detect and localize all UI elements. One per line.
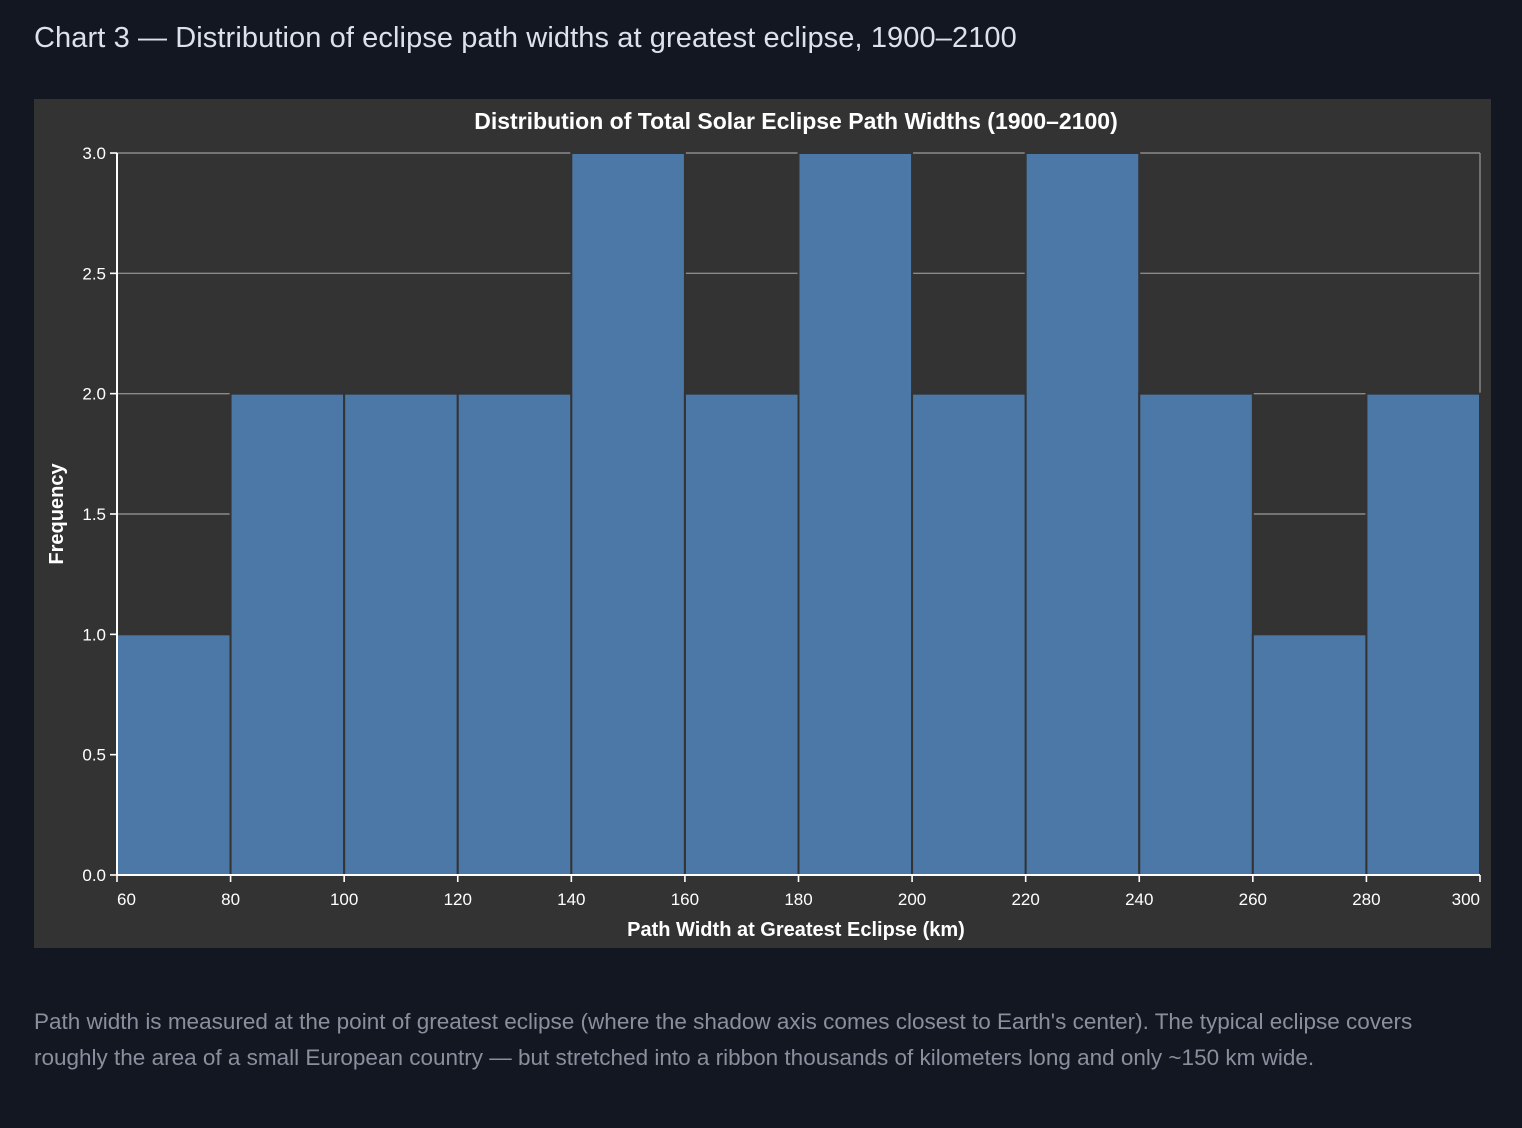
y-tick-label: 2.5 xyxy=(82,264,106,283)
y-axis-label: Frequency xyxy=(46,463,68,565)
x-tick-label: 120 xyxy=(444,890,472,909)
x-tick-label: 220 xyxy=(1011,890,1039,909)
chart-caption: Path width is measured at the point of g… xyxy=(34,1009,1413,1070)
x-tick-label: 260 xyxy=(1239,890,1267,909)
y-tick-label: 0.0 xyxy=(82,866,106,885)
histogram-bar xyxy=(797,152,914,876)
y-tick-label: 3.0 xyxy=(82,144,106,163)
y-tick-label: 2.0 xyxy=(82,385,106,404)
y-tick-label: 0.5 xyxy=(82,746,106,765)
axes: 0.0 0.5 1.0 1.5 2.0 2.5 3.0 60 80 100 120 140 160 180… xyxy=(82,144,1481,909)
x-tick-label: 160 xyxy=(671,890,699,909)
x-tick-label: 180 xyxy=(784,890,812,909)
page-title: Chart 3 — Distribution of eclipse path w… xyxy=(34,22,1017,54)
histogram-bar xyxy=(116,633,232,876)
y-tick-label: 1.5 xyxy=(82,505,106,524)
histogram-bar xyxy=(570,152,686,876)
chart-panel: 0.0 0.5 1.0 1.5 2.0 2.5 3.0 60 80 100 120 140 160 180… xyxy=(34,99,1491,948)
x-tick-label: 60 xyxy=(117,890,136,909)
histogram-bars xyxy=(116,152,1481,876)
histogram-bar xyxy=(1365,392,1481,876)
x-axis-label: Path Width at Greatest Eclipse (km) xyxy=(627,919,965,941)
histogram-bar xyxy=(343,392,459,876)
histogram-bar xyxy=(1138,392,1254,876)
histogram-chart: 0.0 0.5 1.0 1.5 2.0 2.5 3.0 60 80 100 120 140 160 180… xyxy=(46,108,1481,941)
histogram-bar xyxy=(456,392,573,876)
x-tick-label: 80 xyxy=(221,890,240,909)
histogram-bar xyxy=(683,392,800,876)
histogram-bar xyxy=(911,392,1027,876)
x-tick-label: 200 xyxy=(898,890,926,909)
histogram-bar xyxy=(229,392,346,876)
x-tick-label: 300 xyxy=(1452,890,1480,909)
histogram-bar xyxy=(1024,152,1141,876)
x-tick-label: 280 xyxy=(1352,890,1380,909)
x-tick-label: 240 xyxy=(1125,890,1153,909)
x-tick-label: 140 xyxy=(557,890,585,909)
chart-title: Distribution of Total Solar Eclipse Path… xyxy=(474,108,1118,134)
y-tick-label: 1.0 xyxy=(82,625,106,644)
histogram-bar xyxy=(1251,633,1368,876)
x-tick-label: 100 xyxy=(330,890,358,909)
